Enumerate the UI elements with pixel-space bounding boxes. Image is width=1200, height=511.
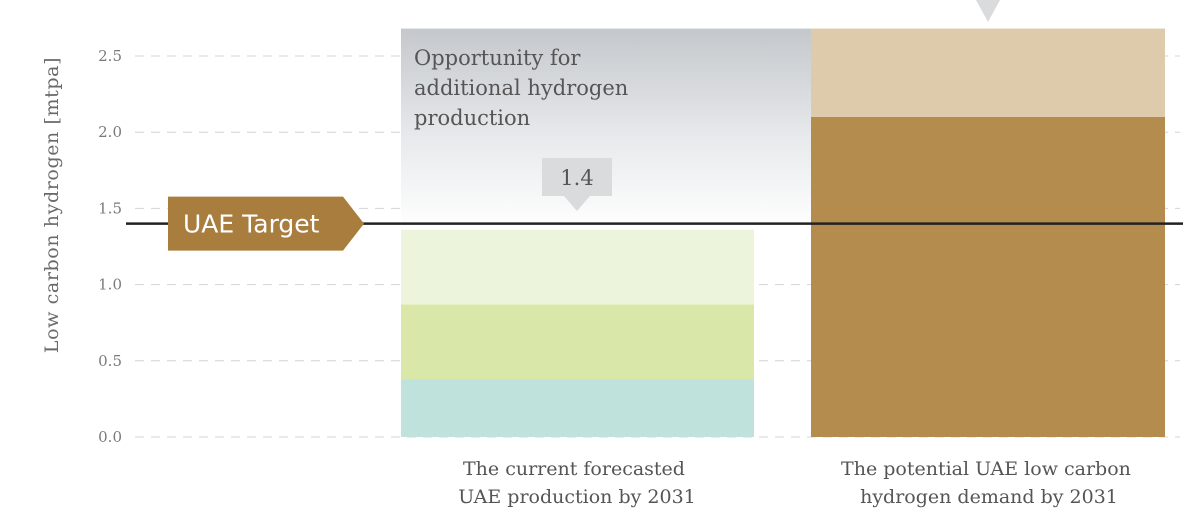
uae-target-label: UAE Target — [183, 210, 320, 239]
opportunity-label-line-3: production — [414, 106, 530, 130]
bar-1-segment-3 — [401, 229, 754, 305]
y-tick-labels: 0.0 0.5 1.0 1.5 2.0 2.5 — [98, 47, 122, 446]
bar-2-segment-2 — [811, 28, 1165, 117]
category-1-line-2: UAE production by 2031 — [458, 486, 696, 508]
callout-1-4 — [542, 158, 612, 211]
uae-target-badge — [168, 196, 364, 251]
y-tick-label: 1.5 — [98, 199, 122, 217]
category-1-line-1: The current forecasted — [463, 458, 685, 480]
callout-label: 1.4 — [560, 166, 593, 190]
bar-2-segment-1 — [811, 116, 1165, 438]
bars — [401, 28, 1165, 438]
top-callout-arrow — [955, 0, 1022, 22]
opportunity-label-line-1: Opportunity for — [414, 46, 581, 70]
opportunity-label-line-2: additional hydrogen — [414, 76, 628, 100]
y-tick-label: 2.0 — [98, 123, 122, 141]
category-2-line-1: The potential UAE low carbon — [841, 458, 1131, 480]
category-label-1: The current forecasted UAE production by… — [458, 458, 696, 508]
y-tick-label: 0.5 — [98, 352, 122, 370]
opportunity-label: Opportunity for additional hydrogen prod… — [414, 46, 635, 130]
y-tick-label: 0.0 — [98, 428, 122, 446]
y-tick-label: 2.5 — [98, 47, 122, 65]
bar-1-segment-2 — [401, 304, 754, 380]
category-label-2: The potential UAE low carbon hydrogen de… — [841, 458, 1137, 508]
y-axis-title: Low carbon hydrogen [mtpa] — [41, 57, 63, 353]
opportunity-band — [401, 28, 811, 230]
y-tick-label: 1.0 — [98, 276, 122, 294]
category-2-line-2: hydrogen demand by 2031 — [860, 486, 1118, 508]
bar-1-segment-1 — [401, 379, 754, 437]
